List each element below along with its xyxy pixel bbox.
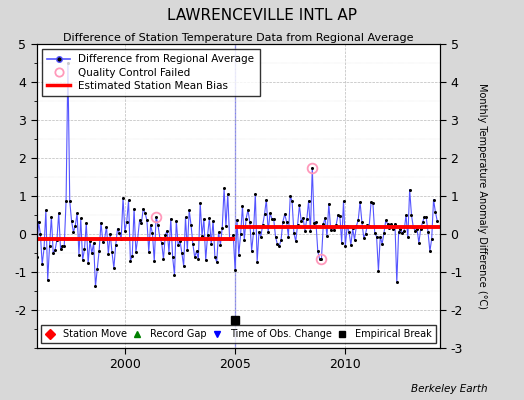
Title: Difference of Station Temperature Data from Regional Average: Difference of Station Temperature Data f… [63, 33, 413, 43]
Text: Berkeley Earth: Berkeley Earth [411, 384, 487, 394]
Y-axis label: Monthly Temperature Anomaly Difference (°C): Monthly Temperature Anomaly Difference (… [477, 83, 487, 309]
Text: LAWRENCEVILLE INTL AP: LAWRENCEVILLE INTL AP [167, 8, 357, 23]
Legend: Station Move, Record Gap, Time of Obs. Change, Empirical Break: Station Move, Record Gap, Time of Obs. C… [41, 325, 435, 343]
